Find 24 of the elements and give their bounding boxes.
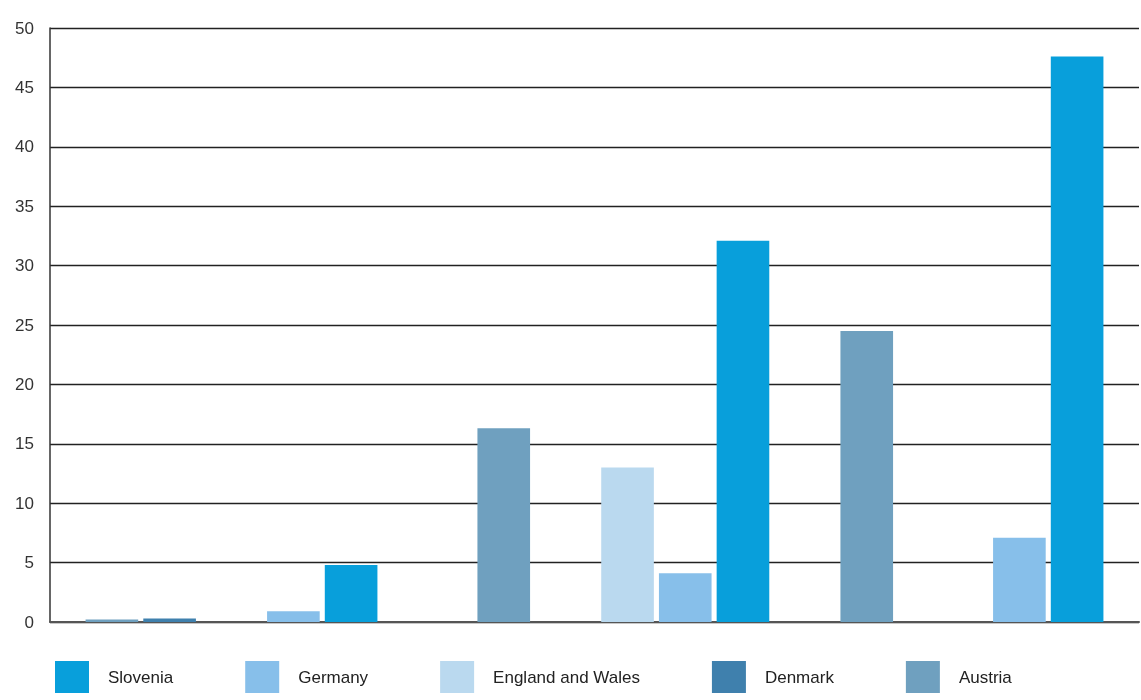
legend-label: England and Wales xyxy=(493,667,640,687)
y-tick-label: 35 xyxy=(15,196,34,216)
legend-label: Denmark xyxy=(764,667,835,687)
y-tick-label: 15 xyxy=(15,434,34,454)
legend-label: Slovenia xyxy=(108,667,174,687)
legend-label: Austria xyxy=(958,667,1013,687)
y-tick-label: 40 xyxy=(15,137,34,157)
y-tick-label: 50 xyxy=(15,18,34,38)
bar xyxy=(601,467,654,622)
y-tick-label: 20 xyxy=(15,374,34,394)
legend-label: Germany xyxy=(298,667,369,687)
y-tick-label: 30 xyxy=(15,256,34,276)
y-tick-label: 25 xyxy=(15,315,34,335)
bar xyxy=(993,537,1046,622)
bar xyxy=(324,564,378,622)
bar xyxy=(267,611,320,622)
y-tick-label: 5 xyxy=(24,553,34,573)
bar xyxy=(477,428,531,622)
bar xyxy=(1050,56,1104,622)
bar xyxy=(143,618,196,622)
y-tick-label: 0 xyxy=(24,612,34,632)
bar xyxy=(840,330,894,622)
y-tick-label: 10 xyxy=(15,493,34,513)
y-tick-label: 45 xyxy=(15,77,34,97)
